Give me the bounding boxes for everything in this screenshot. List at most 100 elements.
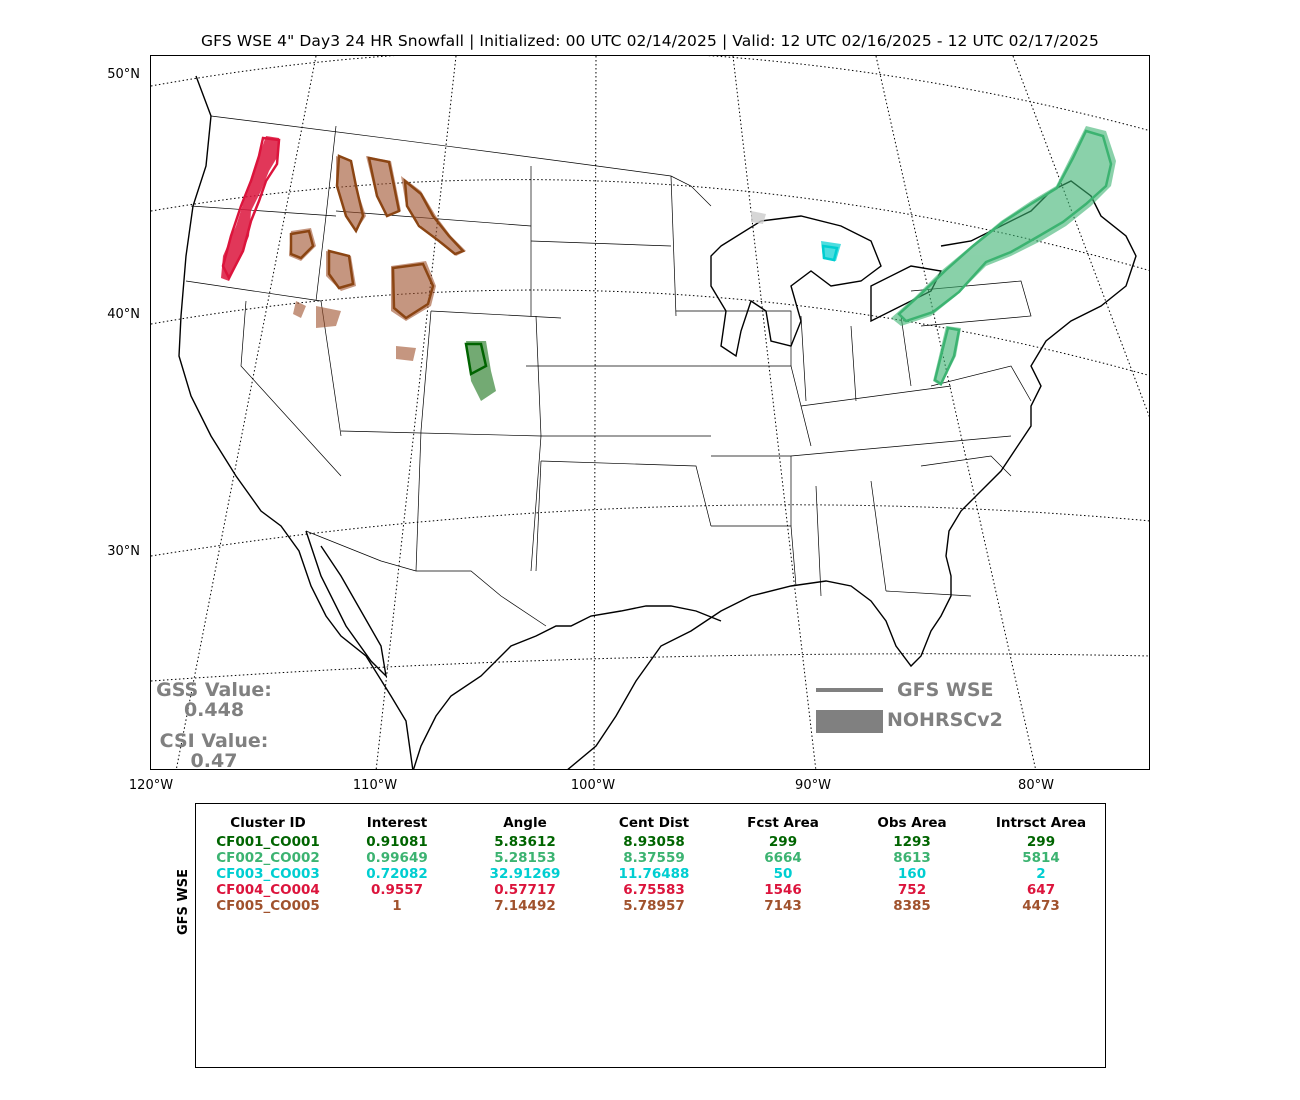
table-cell-r5-interest: 1 bbox=[392, 898, 402, 914]
border-ia bbox=[676, 310, 792, 366]
table-cell-r1-intrsct-area: 299 bbox=[1026, 834, 1056, 850]
border-canada-us bbox=[210, 115, 712, 207]
lon-label-80w: 80°W bbox=[1018, 778, 1054, 793]
table-cell-r1-obs-area: 1293 bbox=[893, 834, 931, 850]
figure-title: GFS WSE 4" Day3 24 HR Snowfall | Initial… bbox=[201, 32, 1099, 50]
table-cell-r5-intrsct-area: 4473 bbox=[1022, 898, 1060, 914]
table-cell-r3-interest: 0.72082 bbox=[366, 866, 428, 882]
fcst-outline-colorado bbox=[464, 342, 488, 376]
table-header-interest: Interest bbox=[366, 815, 428, 831]
table-cell-r2-cent-dist: 8.37559 bbox=[623, 850, 685, 866]
parallel-25n bbox=[151, 653, 1149, 682]
border-ca-nv bbox=[240, 300, 342, 477]
border-ga-fl bbox=[885, 590, 972, 597]
table-cell-r4-obs-area: 752 bbox=[897, 882, 927, 898]
gulf-mexico-coast bbox=[412, 605, 722, 769]
meridian-90w bbox=[732, 56, 817, 769]
table-ylabel: GFS WSE bbox=[176, 868, 191, 935]
table-cell-r3-cluster-id: CF003_CO003 bbox=[216, 866, 320, 882]
fcst-outline-michigan bbox=[821, 244, 839, 262]
table-cell-r2-obs-area: 8613 bbox=[893, 850, 931, 866]
border-or-ca bbox=[185, 280, 322, 302]
table-header-angle: Angle bbox=[503, 815, 547, 831]
border-mn bbox=[670, 175, 677, 317]
table-cell-r5-cluster-id: CF005_CO005 bbox=[216, 898, 320, 914]
border-wy-co bbox=[430, 310, 562, 319]
meridian-70w bbox=[1012, 56, 1149, 418]
table-cell-r3-intrsct-area: 2 bbox=[1036, 866, 1046, 882]
table-cell-r2-cluster-id: CF002_CO002 bbox=[216, 850, 320, 866]
state-borders bbox=[185, 115, 1032, 627]
obs-clusters bbox=[221, 126, 1116, 401]
lon-label-90w: 90°W bbox=[795, 778, 831, 793]
obs-cluster-northeast bbox=[891, 126, 1116, 386]
fcst-outline-cascades bbox=[221, 136, 281, 281]
obs-cluster-cascades bbox=[221, 136, 279, 281]
us-coastline bbox=[178, 75, 1137, 769]
fcst-outlines bbox=[221, 129, 1113, 386]
table-cell-r3-fcst-area: 50 bbox=[773, 866, 793, 882]
parallel-30n bbox=[151, 504, 1149, 557]
map-panel bbox=[150, 55, 1150, 770]
table-cell-r4-angle: 0.57717 bbox=[494, 882, 556, 898]
table-cell-r2-angle: 5.28153 bbox=[494, 850, 556, 866]
border-oh-in-il bbox=[800, 315, 912, 402]
table-cell-r2-interest: 0.99649 bbox=[366, 850, 428, 866]
fcst-outline-northeast bbox=[897, 129, 1113, 323]
table-header-cent-dist: Cent Dist bbox=[618, 815, 690, 831]
table-header-cluster-id: Cluster ID bbox=[230, 815, 306, 831]
border-tx-nm bbox=[535, 460, 542, 572]
table-cell-r4-cluster-id: CF004_CO004 bbox=[216, 882, 320, 898]
border-ut-co bbox=[420, 310, 432, 432]
fcst-outline-rockies-d bbox=[289, 229, 315, 260]
map-svg bbox=[151, 56, 1149, 769]
table-cell-r5-cent-dist: 5.78957 bbox=[623, 898, 685, 914]
border-az-nm bbox=[415, 430, 422, 572]
lat-label-50n: 50°N bbox=[107, 67, 140, 82]
csi-value: 0.47 bbox=[190, 750, 238, 772]
gss-value: 0.448 bbox=[183, 699, 245, 721]
table-cell-r1-cluster-id: CF001_CO001 bbox=[216, 834, 320, 850]
table-cell-r4-cent-dist: 6.75583 bbox=[623, 882, 685, 898]
meridian-100w bbox=[593, 56, 597, 769]
lon-label-100w: 100°W bbox=[570, 778, 616, 793]
parallel-40n bbox=[151, 289, 1149, 376]
meridian-80w bbox=[875, 56, 1037, 769]
fcst-outline-rockies-a bbox=[335, 154, 365, 234]
border-ky bbox=[800, 385, 952, 407]
border-carolinas bbox=[920, 455, 1012, 477]
lon-label-120w: 120°W bbox=[128, 778, 174, 793]
table-cell-r4-interest: 0.9557 bbox=[370, 882, 424, 898]
obs-cluster-rockies bbox=[289, 156, 466, 361]
table-cell-r3-obs-area: 160 bbox=[897, 866, 927, 882]
fcst-outline-rockies-c bbox=[403, 178, 466, 256]
legend-line-label: GFS WSE bbox=[897, 679, 994, 701]
border-ms-al bbox=[815, 480, 887, 597]
border-tn bbox=[790, 435, 1012, 457]
lat-label-30n: 30°N bbox=[107, 544, 140, 559]
coastline bbox=[178, 75, 1137, 769]
obs-cluster-trace bbox=[751, 211, 766, 224]
gss-label: GSS Value: bbox=[156, 679, 272, 701]
table-cell-r1-angle: 5.83612 bbox=[494, 834, 556, 850]
obs-cluster-colorado bbox=[466, 341, 496, 401]
fcst-outline-rockies-b bbox=[367, 156, 401, 218]
border-mo bbox=[711, 365, 812, 447]
lon-label-110w: 110°W bbox=[352, 778, 398, 793]
stats-table bbox=[195, 803, 1106, 1068]
border-ok-tx bbox=[540, 460, 712, 527]
fcst-outline-rockies-e bbox=[327, 249, 355, 290]
table-cell-r5-angle: 7.14492 bbox=[494, 898, 556, 914]
border-la bbox=[711, 525, 797, 587]
map-legend bbox=[816, 688, 883, 733]
border-co-ks bbox=[530, 315, 542, 572]
border-ar bbox=[711, 455, 792, 526]
border-mexico-us bbox=[305, 530, 547, 627]
border-nd-sd bbox=[530, 240, 672, 247]
border-va bbox=[930, 365, 1032, 402]
table-header-intrsct-area: Intrsct Area bbox=[995, 815, 1087, 831]
table-cell-r4-intrsct-area: 647 bbox=[1026, 882, 1056, 898]
fcst-outline-rockies-f bbox=[391, 262, 435, 320]
lat-label-40n: 40°N bbox=[107, 307, 140, 322]
border-wa-or bbox=[190, 205, 337, 217]
